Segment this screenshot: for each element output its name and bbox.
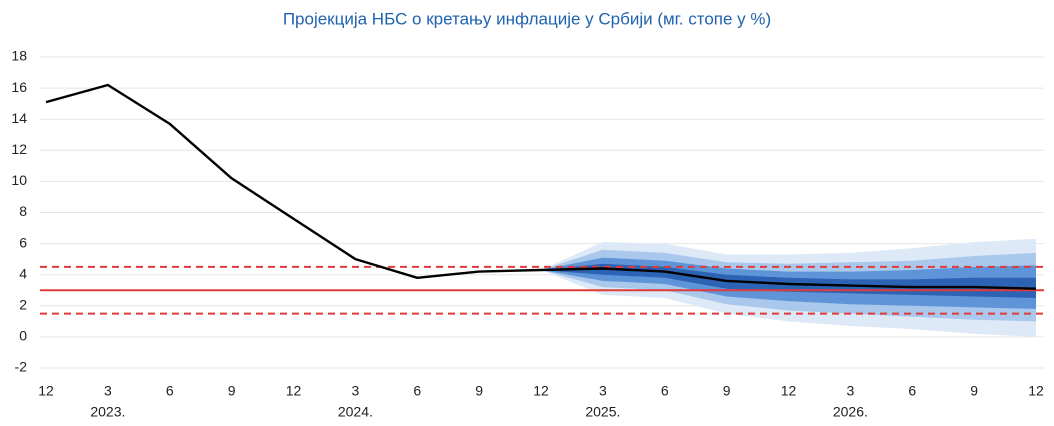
x-tick-label: 3 — [351, 383, 359, 399]
y-tick-label: 12 — [11, 141, 27, 157]
y-tick-label: 18 — [11, 48, 27, 64]
x-tick-label: 6 — [166, 383, 174, 399]
y-tick-label: 16 — [11, 79, 27, 95]
y-tick-label: -2 — [15, 359, 28, 375]
y-tick-label: 0 — [19, 328, 27, 344]
year-label: 2024. — [338, 404, 373, 420]
x-tick-label: 12 — [286, 383, 302, 399]
x-tick-label: 6 — [661, 383, 669, 399]
x-tick-label: 9 — [228, 383, 236, 399]
inflation-line — [45, 83, 1037, 290]
x-tick-label: 12 — [38, 383, 54, 399]
chart-title: Пројекција НБС о кретању инфлације у Срб… — [283, 9, 771, 28]
x-tick-label: 12 — [1028, 383, 1044, 399]
x-tick-label: 6 — [413, 383, 421, 399]
y-tick-label: 8 — [19, 203, 27, 219]
y-tick-label: 2 — [19, 297, 27, 313]
y-tick-label: 14 — [11, 110, 27, 126]
year-label: 2025. — [585, 404, 620, 420]
x-tick-label: 3 — [599, 383, 607, 399]
x-tick-label: 3 — [104, 383, 112, 399]
y-tick-label: 10 — [11, 172, 27, 188]
x-tick-label: 9 — [475, 383, 483, 399]
year-label: 2023. — [90, 404, 125, 420]
x-tick-label: 9 — [970, 383, 978, 399]
x-tick-label: 3 — [846, 383, 854, 399]
x-tick-label: 9 — [723, 383, 731, 399]
x-tick-label: 12 — [781, 383, 797, 399]
x-tick-label: 12 — [533, 383, 549, 399]
y-tick-label: 4 — [19, 265, 27, 281]
year-label: 2026. — [833, 404, 868, 420]
x-tick-label: 6 — [908, 383, 916, 399]
y-tick-label: 6 — [19, 234, 27, 250]
